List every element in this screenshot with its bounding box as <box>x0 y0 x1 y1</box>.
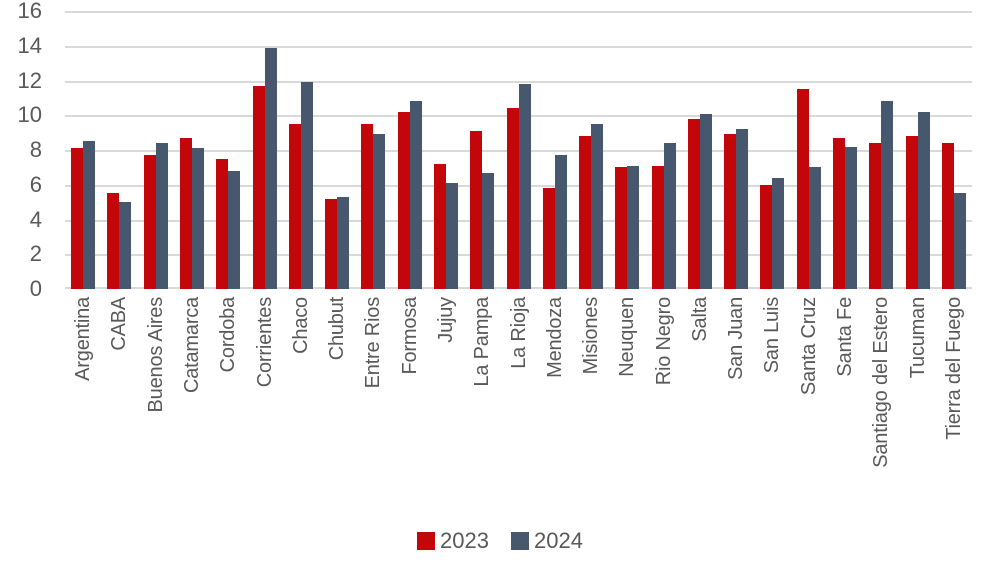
legend-label-2023: 2023 <box>440 528 489 553</box>
x-tick-label: San Juan <box>725 297 748 380</box>
legend-swatch-2023 <box>417 532 436 550</box>
legend-swatch-2024 <box>511 532 529 550</box>
x-tick-label: Formosa <box>398 297 421 375</box>
y-tick-label: 8 <box>29 137 42 162</box>
bar-2023-jujuy <box>433 163 446 289</box>
bar-2024-tucuman <box>917 111 930 289</box>
bar-2024-misiones <box>591 123 604 289</box>
x-tick-label: Chaco <box>289 297 312 354</box>
bar-2023-santa-cruz <box>796 89 809 289</box>
x-tick-label: Misiones <box>580 297 603 375</box>
x-tick-label: Tucuman <box>906 297 929 379</box>
x-tick-label: Argentina <box>72 297 95 381</box>
x-tick-label: Corrientes <box>253 297 276 388</box>
chart-legend: 2023 2024 <box>0 528 1000 554</box>
x-tick-label: Mendoza <box>543 297 566 378</box>
bar-2023-chaco <box>288 123 301 289</box>
x-tick-label: Santa Fe <box>834 297 857 377</box>
x-tick-label: Tierra del Fuego <box>942 297 965 440</box>
bar-2024-caba <box>119 202 132 289</box>
x-tick-label: Chubut <box>326 297 349 361</box>
bar-2023-san-luis <box>760 184 773 289</box>
bar-2023-cordoba <box>216 158 229 289</box>
x-tick-label: Jujuy <box>434 297 457 343</box>
bar-2024-corrientes <box>264 47 277 289</box>
x-tick-label: La Rioja <box>507 297 530 369</box>
legend-label-2024: 2024 <box>534 528 583 553</box>
bar-2024-san-luis <box>772 177 785 289</box>
gridline <box>65 80 972 83</box>
bar-2024-chaco <box>300 82 313 289</box>
bar-2024-rio-negro <box>663 143 676 289</box>
bar-2023-la-rioja <box>506 108 519 289</box>
legend-item-2023: 2023 <box>417 528 489 554</box>
bar-2023-mendoza <box>542 188 555 289</box>
y-tick-label: 10 <box>17 102 42 128</box>
bar-2023-tierra-del-fuego <box>941 143 954 289</box>
bar-2024-santa-fe <box>845 146 858 289</box>
bar-2024-cordoba <box>228 170 241 289</box>
legend-item-2024: 2024 <box>511 528 583 554</box>
bar-2023-buenos-aires <box>143 155 156 289</box>
gridline <box>65 11 972 13</box>
x-tick-label: Catamarca <box>180 297 203 394</box>
bar-2023-misiones <box>579 136 592 289</box>
y-tick-label: 16 <box>17 0 42 23</box>
bar-2023-san-juan <box>724 134 737 289</box>
bar-2023-formosa <box>397 111 410 289</box>
bar-2023-rio-negro <box>651 165 664 289</box>
x-tick-label: La Pampa <box>471 297 494 387</box>
x-tick-label: Neuquen <box>616 297 639 377</box>
bar-2023-corrientes <box>252 85 265 289</box>
y-tick-label: 0 <box>29 276 42 301</box>
bar-2023-santiago-del-estero <box>869 143 882 289</box>
bar-2024-tierra-del-fuego <box>953 193 966 289</box>
bar-2024-neuquen <box>627 165 640 289</box>
bar-2023-argentina <box>71 148 84 289</box>
bar-2023-catamarca <box>179 137 192 289</box>
bar-2024-salta <box>699 113 712 289</box>
bar-2024-jujuy <box>445 183 458 289</box>
y-tick-label: 6 <box>29 171 42 197</box>
x-tick-label: Santa Cruz <box>797 297 820 396</box>
bar-2023-neuquen <box>615 167 628 289</box>
bar-2024-santa-cruz <box>808 167 821 289</box>
y-tick-label: 4 <box>29 206 42 232</box>
y-tick-label: 2 <box>29 241 42 267</box>
bar-2023-entre-rios <box>361 123 374 289</box>
bar-2024-chubut <box>337 196 350 289</box>
bar-2024-la-pampa <box>482 172 495 289</box>
x-tick-label: Buenos Aires <box>144 297 167 413</box>
bar-2024-buenos-aires <box>155 143 168 289</box>
bar-2023-la-pampa <box>470 130 483 289</box>
bar-2024-mendoza <box>554 155 567 289</box>
bar-2024-catamarca <box>191 148 204 289</box>
y-tick-label: 14 <box>17 32 42 58</box>
x-tick-label: Salta <box>688 297 711 342</box>
bar-2023-caba <box>107 193 120 289</box>
plot-area <box>65 11 972 289</box>
bar-2024-la-rioja <box>518 83 531 289</box>
y-tick-label: 12 <box>17 67 42 93</box>
bar-2023-santa-fe <box>833 137 846 289</box>
bar-2023-chubut <box>325 198 338 289</box>
gridline <box>65 45 972 48</box>
bar-2024-argentina <box>83 141 96 289</box>
bar-2024-san-juan <box>736 129 749 289</box>
x-tick-label: Rio Negro <box>652 297 675 386</box>
x-tick-label: CABA <box>108 297 131 351</box>
bar-2024-santiago-del-estero <box>881 101 894 289</box>
bar-2024-entre-rios <box>373 134 386 289</box>
x-tick-label: Cordoba <box>217 297 240 373</box>
bar-2023-tucuman <box>905 136 918 289</box>
x-tick-label: Santiago del Estero <box>870 297 893 468</box>
bar-2024-formosa <box>409 101 422 289</box>
bar-2023-salta <box>687 118 700 289</box>
x-tick-label: Entre Rios <box>362 297 385 389</box>
x-tick-label: San Luis <box>761 297 784 374</box>
